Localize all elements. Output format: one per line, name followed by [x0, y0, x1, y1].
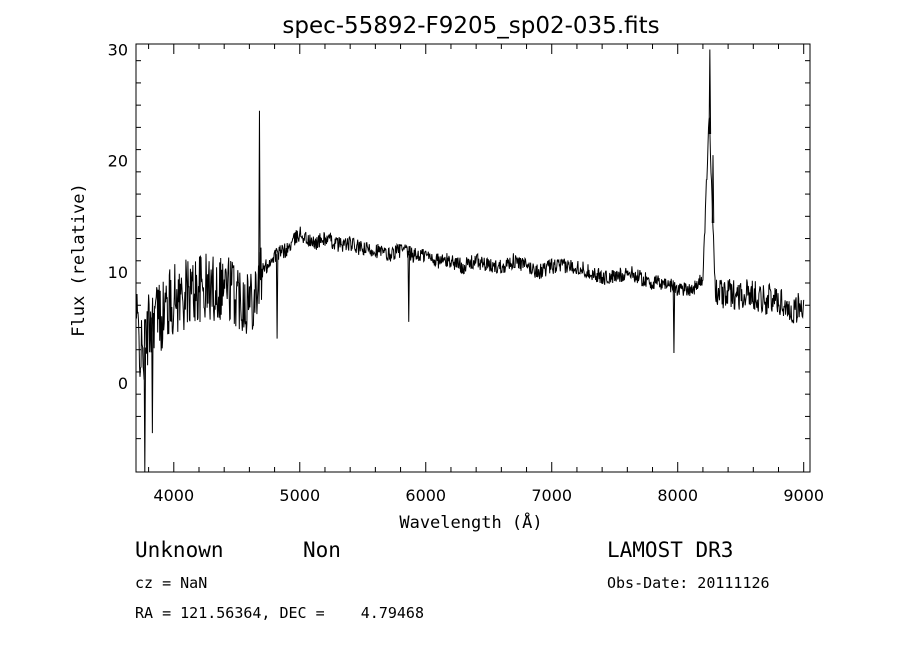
plot-area: [136, 49, 805, 472]
spectrum-spike: [711, 155, 715, 223]
x-tick-label: 6000: [405, 486, 446, 505]
obs-date-label: Obs-Date: 20111126: [607, 574, 770, 592]
y-tick-label: 0: [118, 374, 128, 393]
x-tick-label: 7000: [531, 486, 572, 505]
axes: 4000 5000 6000 7000 8000 9000 0 10 20 30: [108, 41, 824, 505]
x-axis-label: Wavelength (Å): [399, 511, 542, 533]
survey-label: LAMOST DR3: [607, 538, 734, 562]
y-axis-label: Flux (relative): [69, 183, 89, 337]
redshift-label: cz = NaN: [135, 574, 208, 592]
coordinates-label: RA = 121.56364, DEC = 4.79468: [135, 604, 424, 622]
spectrum-series-line: [136, 117, 805, 380]
x-tick-label: 8000: [657, 486, 698, 505]
plot-frame: [135, 43, 811, 473]
y-tick-label: 30: [108, 41, 128, 60]
subclass-label: Non: [303, 538, 341, 562]
class-label: Unknown: [135, 538, 224, 562]
spectrum-spike: [275, 254, 279, 339]
y-tick-label: 20: [108, 152, 128, 171]
spectrum-spike: [407, 253, 411, 322]
x-tick-label: 4000: [153, 486, 194, 505]
y-tick-label: 10: [108, 263, 128, 282]
spectrum-spike: [672, 286, 676, 354]
chart-title: spec-55892-F9205_sp02-035.fits: [282, 13, 659, 39]
spectrum-spike: [708, 49, 712, 135]
spectrum-spike: [258, 110, 261, 279]
x-tick-label: 5000: [279, 486, 320, 505]
spectrum-spike: [151, 317, 154, 434]
spectrum-spike: [143, 347, 147, 472]
x-tick-label: 9000: [783, 486, 824, 505]
